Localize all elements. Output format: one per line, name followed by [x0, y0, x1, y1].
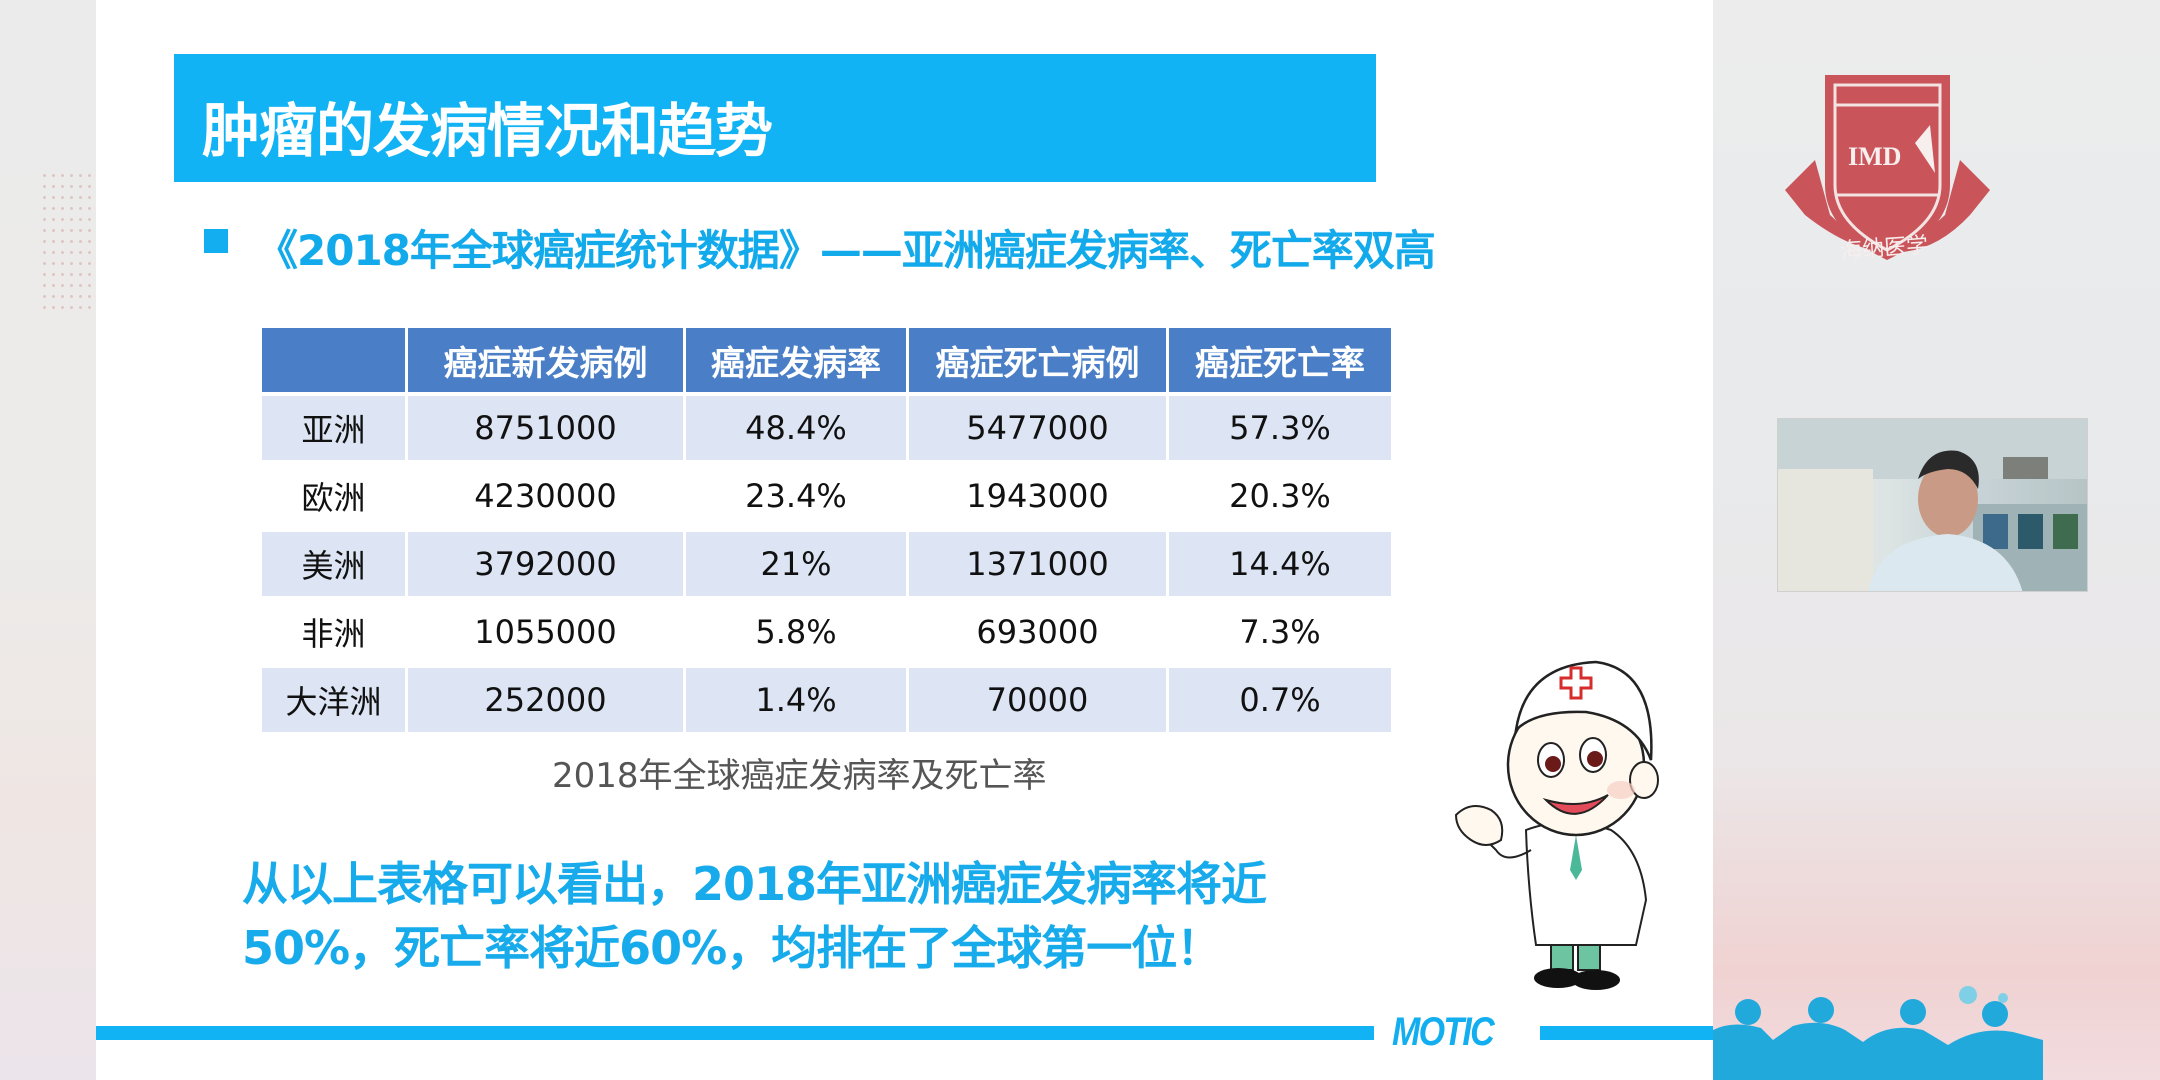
- logo-initials: IMD: [1848, 142, 1901, 171]
- table-cell: 20.3%: [1169, 464, 1391, 528]
- table-cell: 1055000: [408, 600, 683, 664]
- slide-subtitle: 《2018年全球癌症统计数据》——亚洲癌症发病率、死亡率双高: [256, 226, 1436, 275]
- table-cell-region: 美洲: [262, 532, 405, 596]
- conclusion-line-2: 50%，死亡率将近60%，均排在了全球第一位！: [242, 921, 1222, 975]
- table-cell-region: 欧洲: [262, 464, 405, 528]
- title-bar: 肿瘤的发病情况和趋势: [174, 54, 1376, 182]
- table-cell: 70000: [909, 668, 1166, 732]
- cartoon-doctor-icon: [1454, 660, 1659, 990]
- cancer-stats-table: 癌症新发病例 癌症发病率 癌症死亡病例 癌症死亡率 亚洲 8751000 48.…: [259, 324, 1394, 736]
- table-header-cell: 癌症死亡病例: [909, 328, 1166, 392]
- table-cell-region: 亚洲: [262, 396, 405, 460]
- table-cell: 7.3%: [1169, 600, 1391, 664]
- left-background: [0, 0, 96, 1080]
- table-header-cell: 癌症发病率: [686, 328, 906, 392]
- table-cell: 693000: [909, 600, 1166, 664]
- table-cell: 0.7%: [1169, 668, 1391, 732]
- logo-name: 海纳医学: [1839, 233, 1929, 264]
- table-row: 欧洲 4230000 23.4% 1943000 20.3%: [262, 464, 1391, 528]
- table-cell-region: 大洋洲: [262, 668, 405, 732]
- table-cell: 252000: [408, 668, 683, 732]
- table-header-cell: 癌症死亡率: [1169, 328, 1391, 392]
- presenter-video-icon: [1778, 419, 2087, 591]
- footer-brand: MOTIC: [1392, 1010, 1495, 1054]
- table-row: 亚洲 8751000 48.4% 5477000 57.3%: [262, 396, 1391, 460]
- table-cell: 1.4%: [686, 668, 906, 732]
- conclusion-line-1: 从以上表格可以看出，2018年亚洲癌症发病率将近: [242, 857, 1267, 911]
- imd-logo-icon: IMD 海纳医学: [1785, 75, 1990, 264]
- table-cell: 8751000: [408, 396, 683, 460]
- table-cell: 21%: [686, 532, 906, 596]
- decorative-dots: [40, 170, 96, 310]
- table-row: 非洲 1055000 5.8% 693000 7.3%: [262, 600, 1391, 664]
- table-cell: 14.4%: [1169, 532, 1391, 596]
- webcam-video-feed[interactable]: [1777, 418, 2088, 592]
- table-header-cell: 癌症新发病例: [408, 328, 683, 392]
- table-cell: 1943000: [909, 464, 1166, 528]
- table-row: 大洋洲 252000 1.4% 70000 0.7%: [262, 668, 1391, 732]
- table-cell: 5477000: [909, 396, 1166, 460]
- table-header-row: 癌症新发病例 癌症发病率 癌症死亡病例 癌症死亡率: [262, 328, 1391, 392]
- table-cell: 48.4%: [686, 396, 906, 460]
- bullet-square-icon: [204, 229, 228, 253]
- conclusion-text: 从以上表格可以看出，2018年亚洲癌症发病率将近 50%，死亡率将近60%，均排…: [242, 852, 1442, 980]
- table-cell: 4230000: [408, 464, 683, 528]
- footer-line-right: [1540, 1026, 1713, 1040]
- table-header-cell: [262, 328, 405, 392]
- meeting-silhouette-graphic: [1713, 986, 2043, 1080]
- table-cell: 3792000: [408, 532, 683, 596]
- table-cell: 5.8%: [686, 600, 906, 664]
- table-cell: 57.3%: [1169, 396, 1391, 460]
- slide-title: 肿瘤的发病情况和趋势: [202, 97, 773, 165]
- footer-line-left: [96, 1026, 1374, 1040]
- table-cell: 23.4%: [686, 464, 906, 528]
- table-caption: 2018年全球癌症发病率及死亡率: [552, 756, 1047, 796]
- table-cell-region: 非洲: [262, 600, 405, 664]
- table-cell: 1371000: [909, 532, 1166, 596]
- table-row: 美洲 3792000 21% 1371000 14.4%: [262, 532, 1391, 596]
- presentation-slide: 肿瘤的发病情况和趋势 《2018年全球癌症统计数据》——亚洲癌症发病率、死亡率双…: [96, 0, 1713, 1080]
